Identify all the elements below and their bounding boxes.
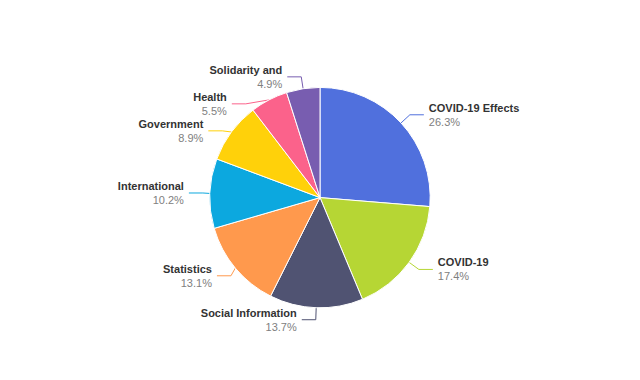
svg-text:13.7%: 13.7% <box>266 321 297 333</box>
svg-text:4.9%: 4.9% <box>257 78 282 90</box>
svg-text:COVID-19 Effects: COVID-19 Effects <box>429 102 519 114</box>
svg-text:10.2%: 10.2% <box>153 194 184 206</box>
svg-text:Health: Health <box>193 91 227 103</box>
svg-text:Government: Government <box>139 118 204 130</box>
svg-text:26.3%: 26.3% <box>429 116 460 128</box>
svg-text:8.9%: 8.9% <box>178 132 203 144</box>
svg-text:Statistics: Statistics <box>163 263 212 275</box>
svg-text:Social Information: Social Information <box>201 307 297 319</box>
svg-text:COVID-19: COVID-19 <box>438 256 489 268</box>
svg-text:13.1%: 13.1% <box>181 277 212 289</box>
svg-text:5.5%: 5.5% <box>202 105 227 117</box>
svg-text:17.4%: 17.4% <box>438 270 469 282</box>
svg-text:International: International <box>118 180 184 192</box>
svg-text:Solidarity and: Solidarity and <box>210 64 283 76</box>
